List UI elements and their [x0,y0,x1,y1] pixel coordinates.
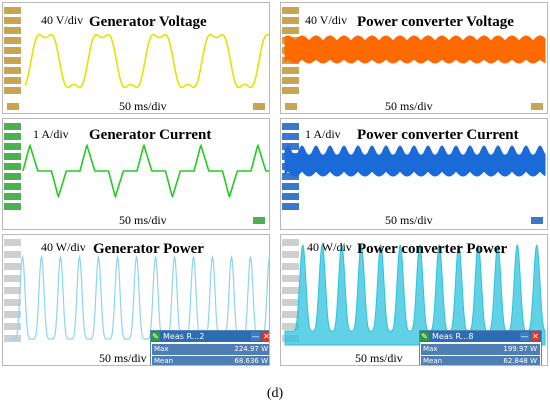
time-scale-label: 50 ms/div [119,213,167,227]
marker [253,103,265,110]
power-converter-power-trace [284,244,546,346]
mean-value: 62.848 W [503,357,537,365]
panel-title: Power converter Voltage [357,14,514,30]
power-converter-voltage-trace [284,35,546,64]
minimize-icon[interactable]: — [251,332,260,341]
current-scale [3,119,23,229]
minimize-icon[interactable]: — [520,332,529,341]
generator-current-panel: 1 A/div Generator Current 50 ms/div [2,118,270,230]
marker [531,103,543,110]
measurement-mean-row: Mean 68.636 W [152,356,269,365]
waveform-fill [284,244,546,346]
time-scale-label: 50 ms/div [385,99,433,113]
waveform-line [24,33,269,89]
time-scale-label: 50 ms/div [99,351,147,365]
current-scale-label: 1 A/div [305,127,341,141]
max-label: Max [154,345,169,353]
panel-title: Generator Current [89,127,212,143]
time-scale-label: 50 ms/div [385,213,433,227]
measurement-title: Meas R...2 [163,332,205,341]
generator-voltage-trace [24,33,269,89]
measurement-title-bar[interactable]: ✎ Meas R...8 — ✕ [420,331,541,342]
panel-title: Generator Power [93,241,204,257]
waveform-band [284,35,546,64]
time-scale-label: 50 ms/div [119,99,167,113]
panel-title: Power converter Current [357,127,519,143]
power-scale-label: 40 W/div [41,240,86,254]
measurement-title-bar[interactable]: ✎ Meas R...2 — ✕ [151,331,270,342]
close-icon[interactable]: ✕ [262,332,270,341]
measurement-readout: ✎ Meas R...2 — ✕ Max 224.97 W Mean 68.63… [150,330,270,365]
measurement-max-row: Max 224.97 W [152,344,269,355]
mean-value: 68.636 W [234,357,268,365]
marker [7,103,19,110]
power-converter-current-panel: 1 A/div Power converter Current 50 ms/di… [280,118,548,230]
max-value: 224.97 W [234,345,268,353]
waveform-line [9,254,269,340]
measurement-mean-row: Mean 62.848 W [421,356,540,365]
measurement-readout: ✎ Meas R...8 — ✕ Max 199.97 W Mean 62.84… [419,330,542,365]
wrench-icon[interactable]: ✎ [420,332,429,341]
measurement-max-row: Max 199.97 W [421,344,540,355]
power-converter-power-panel: 40 W/div Power converter Power 50 ms/div… [280,234,548,366]
figure-caption: (d) [266,386,284,401]
mean-label: Mean [423,357,443,365]
max-value: 199.97 W [503,345,537,353]
marker [531,217,543,224]
current-scale-label: 1 A/div [33,127,69,141]
voltage-scale-label: 40 V/div [305,13,348,27]
voltage-scale [3,3,23,113]
generator-power-panel: 40 W/div Generator Power 50 ms/div ✎ Mea… [2,234,270,366]
max-label: Max [423,345,438,353]
close-icon[interactable]: ✕ [531,332,540,341]
power-converter-voltage-panel: 40 V/div Power converter Voltage 50 ms/d… [280,2,548,114]
wrench-icon[interactable]: ✎ [151,332,160,341]
power-scale-label: 40 W/div [307,240,352,254]
voltage-scale-label: 40 V/div [41,13,84,27]
panel-title: Power converter Power [357,241,508,257]
marker [285,103,297,110]
time-scale-label: 50 ms/div [355,351,403,365]
marker [253,217,265,224]
generator-current-trace [22,143,269,199]
panel-title: Generator Voltage [89,14,207,30]
generator-voltage-panel: 40 V/div Generator Voltage 50 ms/div [2,2,270,114]
measurement-title: Meas R...8 [432,332,474,341]
waveform-band [284,145,546,177]
mean-label: Mean [154,357,174,365]
power-converter-current-trace [284,145,546,177]
waveform-line [22,143,269,199]
